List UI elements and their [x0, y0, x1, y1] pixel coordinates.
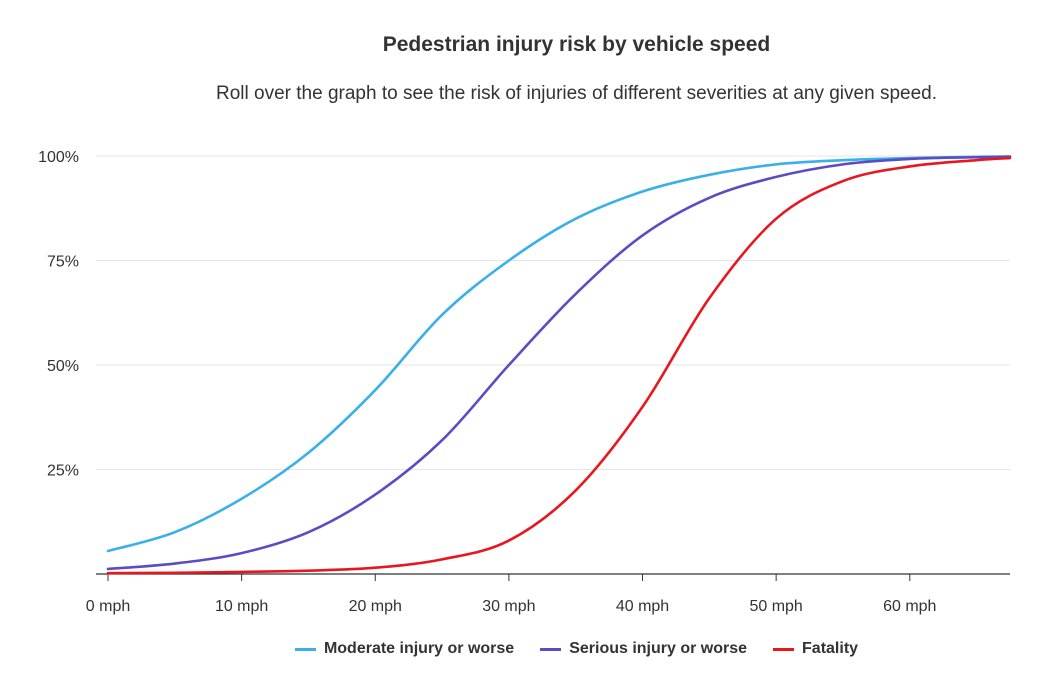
chart-subtitle: Roll over the graph to see the risk of i… [216, 83, 937, 104]
y-tick-label: 75% [47, 254, 79, 271]
chart-title: Pedestrian injury risk by vehicle speed [382, 33, 771, 56]
x-tick-label: 40 mph [616, 598, 669, 615]
legend-swatch [294, 647, 316, 651]
chart-legend: Moderate injury or worse Serious injury o… [0, 640, 1057, 658]
legend-swatch [773, 647, 795, 651]
legend-label: Fatality [802, 640, 859, 657]
legend-item[interactable]: Serious injury or worse [540, 640, 747, 658]
series-line-0[interactable] [106, 155, 1012, 553]
x-tick-label: 0 mph [86, 598, 130, 615]
series-lines[interactable] [106, 155, 1012, 575]
x-tick-label: 30 mph [482, 598, 535, 615]
x-tick-label: 60 mph [883, 598, 936, 615]
x-tick-label: 10 mph [215, 598, 268, 615]
series-line-1[interactable] [106, 155, 1012, 571]
x-axis [96, 573, 1010, 581]
x-tick-label: 20 mph [349, 598, 402, 615]
gridlines [96, 155, 1010, 470]
x-axis-labels: 0 mph 10 mph 20 mph 30 mph 40 mph 50 mph 60 mp… [86, 598, 937, 615]
legend-label: Serious injury or worse [569, 640, 748, 657]
y-tick-label: 50% [47, 358, 79, 375]
y-axis-labels: 25% 50% 75% 100% [38, 149, 79, 480]
y-tick-label: 100% [38, 149, 79, 166]
legend-item[interactable]: Fatality [773, 640, 858, 658]
series-line-2[interactable] [106, 156, 1012, 575]
legend-swatch [540, 647, 562, 651]
legend-label: Moderate injury or worse [323, 640, 515, 657]
legend-item[interactable]: Moderate injury or worse [294, 640, 515, 658]
y-tick-label: 25% [47, 463, 79, 480]
x-tick-label: 50 mph [749, 598, 802, 615]
chart-plot-area[interactable]: 25% 50% 75% 100% 0 mph 10 mph 20 mph 30 mph 40 … [0, 0, 1057, 630]
